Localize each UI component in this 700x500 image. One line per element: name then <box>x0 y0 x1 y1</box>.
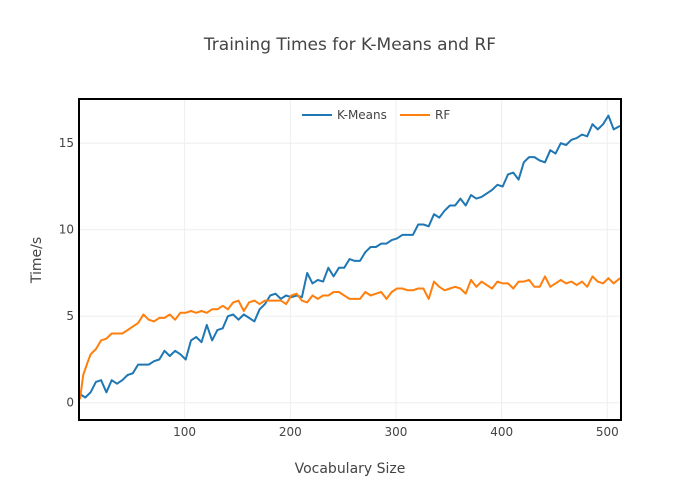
series-line-k-means <box>79 114 621 399</box>
plot-layer <box>79 114 621 400</box>
y-tick-label: 10 <box>59 223 74 237</box>
legend-label-k-means: K-Means <box>337 108 387 122</box>
legend: K-Means RF <box>302 108 450 122</box>
x-tick-label: 500 <box>596 425 619 439</box>
x-tick-label: 200 <box>279 425 302 439</box>
x-tick-label: 400 <box>490 425 513 439</box>
series-line-rf <box>79 275 621 400</box>
y-tick-label: 0 <box>66 396 74 410</box>
y-axis-title: Time/s <box>29 237 45 284</box>
grid-layer <box>80 100 620 420</box>
y-tick-label: 15 <box>59 136 74 150</box>
x-tick-label: 300 <box>385 425 408 439</box>
chart-title: Training Times for K-Means and RF <box>203 35 496 55</box>
legend-label-rf: RF <box>435 108 450 122</box>
tick-layer: 100 200 300 400 500 0 5 10 15 <box>59 136 619 439</box>
plot-frame <box>78 98 622 421</box>
x-tick-label: 100 <box>173 425 196 439</box>
y-tick-label: 5 <box>66 309 74 323</box>
x-axis-title: Vocabulary Size <box>295 461 406 477</box>
